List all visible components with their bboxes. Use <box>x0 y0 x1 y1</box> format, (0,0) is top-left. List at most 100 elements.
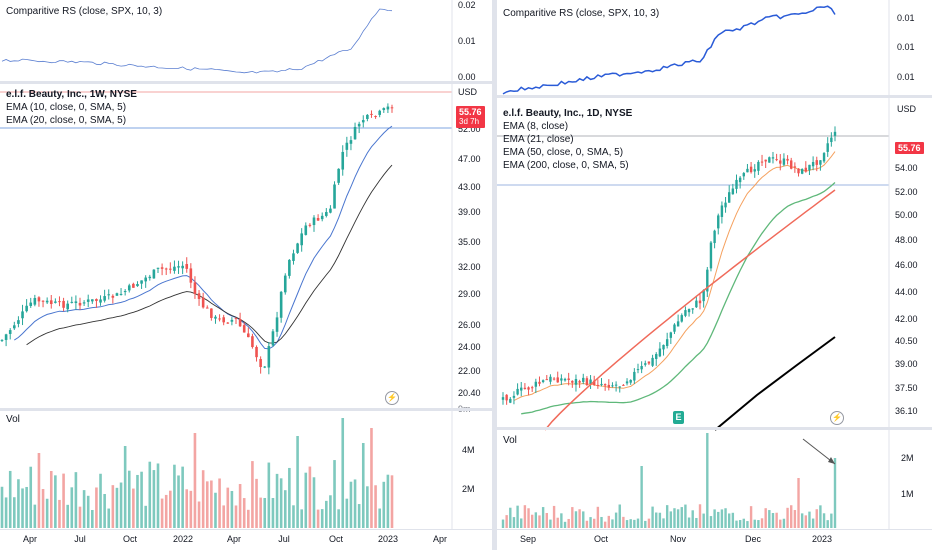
volume-bar <box>618 504 621 528</box>
volume-bar <box>37 453 41 528</box>
candle-body <box>169 268 172 270</box>
volume-bar <box>222 505 225 528</box>
candle-body <box>99 299 102 303</box>
earnings-icon[interactable]: E <box>673 411 684 424</box>
candle-body <box>636 369 640 371</box>
candle-body <box>633 371 636 381</box>
lightning-icon[interactable]: ⚡ <box>830 411 844 425</box>
volume-bar <box>815 509 818 528</box>
candle-body <box>684 310 687 316</box>
candle-body <box>259 359 262 368</box>
currency-label: USD <box>897 104 917 114</box>
rs-legend-label: Comparitive RS (close, SPX, 10, 3) <box>503 8 660 19</box>
candle-body <box>366 114 369 119</box>
candle-body <box>345 142 349 150</box>
candle-body <box>782 158 786 165</box>
volume-bar <box>724 508 727 528</box>
weekly-chart-pane[interactable]: Comparitive RS (close, SPX, 10, 3) 0.02 … <box>0 0 492 550</box>
volume-bar <box>516 505 519 528</box>
volume-bar <box>197 501 201 528</box>
candle-body <box>811 162 815 167</box>
lightning-icon[interactable]: ⚡ <box>385 391 399 405</box>
volume-bar <box>713 509 716 528</box>
chart-splitter[interactable] <box>492 0 497 550</box>
candle-body <box>731 188 735 195</box>
volume-bar <box>662 518 665 528</box>
volume-bar <box>534 512 538 528</box>
last-price-value: 55.76 <box>459 107 482 117</box>
candle-body <box>742 173 745 177</box>
pane-divider[interactable] <box>0 81 492 84</box>
candle-body <box>103 296 106 301</box>
volume-bar <box>205 481 209 528</box>
candle-body <box>226 322 230 324</box>
candle-body <box>390 107 394 109</box>
volume-bar <box>136 474 139 528</box>
candle-body <box>625 381 629 384</box>
price-tick: 35.00 <box>458 237 481 247</box>
candle-body <box>574 378 578 385</box>
volume-bar <box>378 508 381 528</box>
price-tick: 48.00 <box>895 235 918 245</box>
volume-bar <box>115 487 119 528</box>
last-price-badge: 55.76 <box>895 142 924 154</box>
pane-divider[interactable] <box>497 95 932 98</box>
candle-body <box>530 387 534 389</box>
price-tick: 42.00 <box>895 314 918 324</box>
currency-label: USD <box>458 87 478 97</box>
candle-body <box>545 379 548 381</box>
candle-body <box>70 301 74 303</box>
candle-body <box>132 283 135 288</box>
volume-bar <box>720 509 724 528</box>
ema-10-line <box>14 125 393 350</box>
volume-bar <box>49 470 53 528</box>
volume-bar <box>345 498 349 528</box>
candle-body <box>74 301 78 304</box>
rs-tick: 0.01 <box>897 13 915 23</box>
volume-bar <box>501 519 505 528</box>
candle-body <box>800 168 804 174</box>
volume-bar <box>279 478 283 528</box>
candle-body <box>713 230 716 244</box>
volume-bar <box>333 460 336 528</box>
time-axis-label: Sep <box>519 534 537 544</box>
candle-body <box>329 208 332 213</box>
volume-bar <box>304 472 308 528</box>
candle-body <box>596 384 600 386</box>
volume-bar <box>764 508 767 528</box>
volume-bar <box>706 433 709 528</box>
ema-20-line <box>26 164 393 346</box>
candle-body <box>58 301 61 303</box>
volume-bar <box>702 513 705 528</box>
volume-bar <box>160 498 164 528</box>
candle-body <box>275 317 279 332</box>
candle-body <box>386 106 390 110</box>
candle-body <box>746 168 749 173</box>
candle-body <box>189 268 193 283</box>
pane-divider[interactable] <box>0 408 492 411</box>
volume-bar <box>238 484 242 528</box>
vol-tick: 2M <box>901 453 914 463</box>
pane-divider[interactable] <box>497 427 932 430</box>
price-tick: 20.40 <box>458 388 481 398</box>
weekly-chart-canvas[interactable] <box>0 0 492 550</box>
rs-tick: 0.01 <box>897 42 915 52</box>
candle-body <box>797 168 800 174</box>
time-axis-label: Apr <box>22 534 38 544</box>
time-axis-label: 2022 <box>172 534 194 544</box>
volume-bar <box>255 478 258 528</box>
candle-body <box>691 308 694 310</box>
rs-legend: Comparitive RS (close, SPX, 10, 3) <box>503 7 659 20</box>
candle-body <box>66 303 69 310</box>
candle-body <box>520 387 523 391</box>
candle-body <box>320 215 324 220</box>
time-axis-label: 2023 <box>811 534 833 544</box>
rs-tick: 0.02 <box>458 0 476 10</box>
daily-chart-pane[interactable]: Comparitive RS (close, SPX, 10, 3) 0.01 … <box>497 0 932 550</box>
price-tick: 47.00 <box>458 154 481 164</box>
volume-bar <box>625 520 629 528</box>
volume-bar <box>267 462 271 528</box>
candle-body <box>33 297 37 305</box>
daily-chart-canvas[interactable] <box>497 0 932 550</box>
volume-bar <box>826 520 829 528</box>
